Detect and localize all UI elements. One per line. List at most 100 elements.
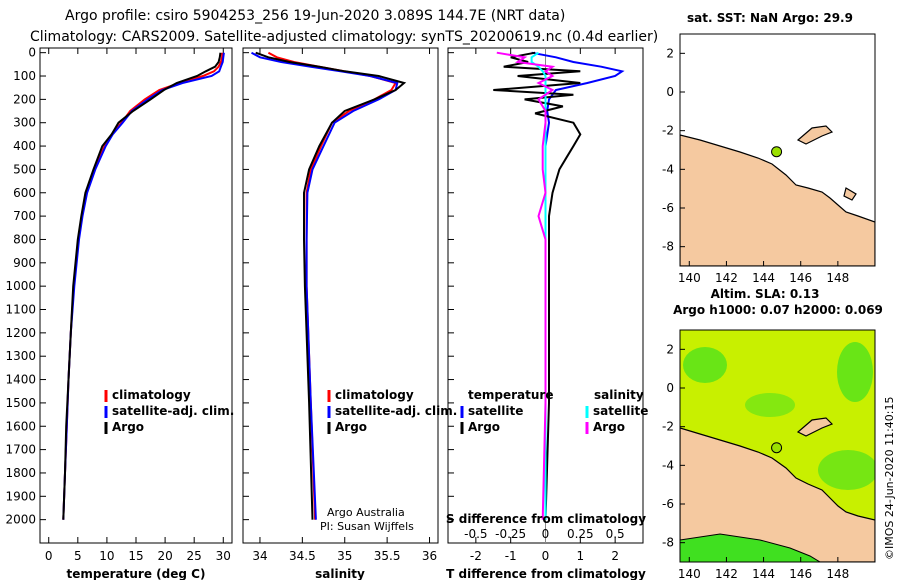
legend-label-sal-argo: Argo <box>593 420 625 434</box>
top-tick-label: 0.25 <box>567 527 594 541</box>
argo-location-marker <box>771 146 783 158</box>
sla-map-title-line2: Argo h1000: 0.07 h2000: 0.069 <box>673 303 883 317</box>
legend-label-argo: Argo <box>335 420 367 434</box>
legend-label-climatology: climatology <box>335 388 414 402</box>
depth-tick-label: 1300 <box>5 349 36 363</box>
top-tick-label: 0 <box>542 527 550 541</box>
depth-tick-label: 500 <box>13 162 36 176</box>
difference-top-label: S difference from climatology <box>446 512 646 526</box>
map-y-tick-label: -8 <box>662 240 674 254</box>
map-y-tick-label: 2 <box>666 46 674 60</box>
legend-label-satellite: satellite-adj. clim. <box>335 404 457 418</box>
argo-location-marker <box>771 442 783 454</box>
sst-map <box>680 34 875 266</box>
x-tick-label: -2 <box>470 549 482 563</box>
depth-tick-label: 100 <box>13 69 36 83</box>
depth-tick-label: 800 <box>13 232 36 246</box>
sla-map-island <box>796 417 834 437</box>
map-x-tick-label: 140 <box>678 567 701 580</box>
series-satellite-adj-clim- <box>251 51 399 520</box>
temperature-x-label: temperature (deg C) <box>67 567 206 580</box>
map-y-tick-label: -4 <box>662 162 674 176</box>
depth-tick-label: 1000 <box>5 279 36 293</box>
map-y-tick-label: -6 <box>662 497 674 511</box>
x-tick-label: 0 <box>45 549 53 563</box>
map-x-tick-label: 140 <box>678 271 701 285</box>
depth-tick-label: 2000 <box>5 513 36 527</box>
sst-map-land <box>680 134 875 266</box>
temperature-series <box>62 52 225 520</box>
sla-map-axes: 140 142 144 146 148 2 0 -2 -4 -6 -8 <box>662 342 849 580</box>
depth-tick-label: 600 <box>13 186 36 200</box>
salinity-legend: climatology satellite-adj. clim. Argo <box>327 388 457 434</box>
map-y-tick-label: 0 <box>666 381 674 395</box>
sst-map-island <box>843 187 857 201</box>
difference-legend: temperature salinity satellite Argo sate… <box>460 388 648 434</box>
x-tick-label: 1 <box>577 549 585 563</box>
x-tick-label: 2 <box>611 549 619 563</box>
map-y-tick-label: -6 <box>662 201 674 215</box>
top-tick-label: 0.5 <box>606 527 625 541</box>
legend-label-temp-satellite: satellite <box>468 404 523 418</box>
temperature-panel-frame <box>39 47 233 544</box>
sla-map-gulf <box>680 533 821 562</box>
salinity-x-label: salinity <box>315 567 365 580</box>
credit-line1: Argo Australia <box>327 506 405 519</box>
difference-series <box>493 48 625 543</box>
x-tick-label: 20 <box>157 549 172 563</box>
map-x-tick-label: 142 <box>715 567 738 580</box>
series-temperature-argo <box>493 51 582 520</box>
legend-label-sal-satellite: satellite <box>593 404 648 418</box>
map-y-tick-label: 0 <box>666 85 674 99</box>
sst-map-title: sat. SST: NaN Argo: 29.9 <box>687 11 853 25</box>
sla-map-land <box>680 427 875 562</box>
sla-map-title-line1: Altim. SLA: 0.13 <box>711 287 820 301</box>
map-x-tick-label: 146 <box>789 567 812 580</box>
sla-anomaly-patch <box>818 450 875 490</box>
top-tick-label: -0.25 <box>495 527 526 541</box>
series-salinity-argo <box>496 51 556 520</box>
temperature-legend: climatology satellite-adj. clim. Argo <box>104 388 234 434</box>
depth-tick-label: 900 <box>13 256 36 270</box>
x-tick-label: 15 <box>128 549 143 563</box>
map-x-tick-label: 144 <box>752 271 775 285</box>
depth-tick-label: 300 <box>13 116 36 130</box>
sla-anomaly-patch <box>745 393 795 417</box>
series-climatology <box>62 52 224 520</box>
legend-label-temp-argo: Argo <box>468 420 500 434</box>
salinity-x-axis: 34 34.5 35 35.5 36 <box>252 48 437 563</box>
x-tick-label: 0 <box>542 549 550 563</box>
x-tick-label: 34 <box>252 549 267 563</box>
x-tick-label: 35 <box>337 549 352 563</box>
depth-tick-label: 1400 <box>5 373 36 387</box>
x-tick-label: 34.5 <box>289 549 316 563</box>
depth-tick-label: 1500 <box>5 396 36 410</box>
x-tick-label: 35.5 <box>374 549 401 563</box>
depth-tick-label: 400 <box>13 139 36 153</box>
sst-map-island <box>796 125 834 145</box>
sst-map-frame <box>679 33 876 267</box>
x-tick-label: 10 <box>99 549 114 563</box>
map-y-tick-label: -2 <box>662 124 674 138</box>
x-tick-label: 30 <box>216 549 231 563</box>
legend-title-salinity: salinity <box>594 388 644 402</box>
sst-map-axes: 140 142 144 146 148 2 0 -2 -4 -6 -8 <box>662 46 849 285</box>
series-satellite-adj-clim- <box>62 52 225 520</box>
depth-tick-label: 1900 <box>5 489 36 503</box>
x-tick-label: 5 <box>74 549 82 563</box>
depth-tick-label: 1200 <box>5 326 36 340</box>
map-x-tick-label: 148 <box>826 567 849 580</box>
top-tick-label: -0.5 <box>464 527 487 541</box>
series-argo <box>62 52 222 520</box>
figure-title-line1: Argo profile: csiro 5904253_256 19-Jun-2… <box>65 8 565 24</box>
x-tick-label: -1 <box>505 549 517 563</box>
legend-label-climatology: climatology <box>112 388 191 402</box>
legend-title-temperature: temperature <box>468 388 553 402</box>
sla-anomaly-patch <box>837 342 873 402</box>
depth-axis: 0 100 200 300 400 500 600 700 800 900 1000 1100 1200… <box>5 46 454 527</box>
legend-label-satellite: satellite-adj. clim. <box>112 404 234 418</box>
depth-tick-label: 1100 <box>5 303 36 317</box>
map-x-tick-label: 142 <box>715 271 738 285</box>
credit-line2: PI: Susan Wijffels <box>320 520 414 533</box>
